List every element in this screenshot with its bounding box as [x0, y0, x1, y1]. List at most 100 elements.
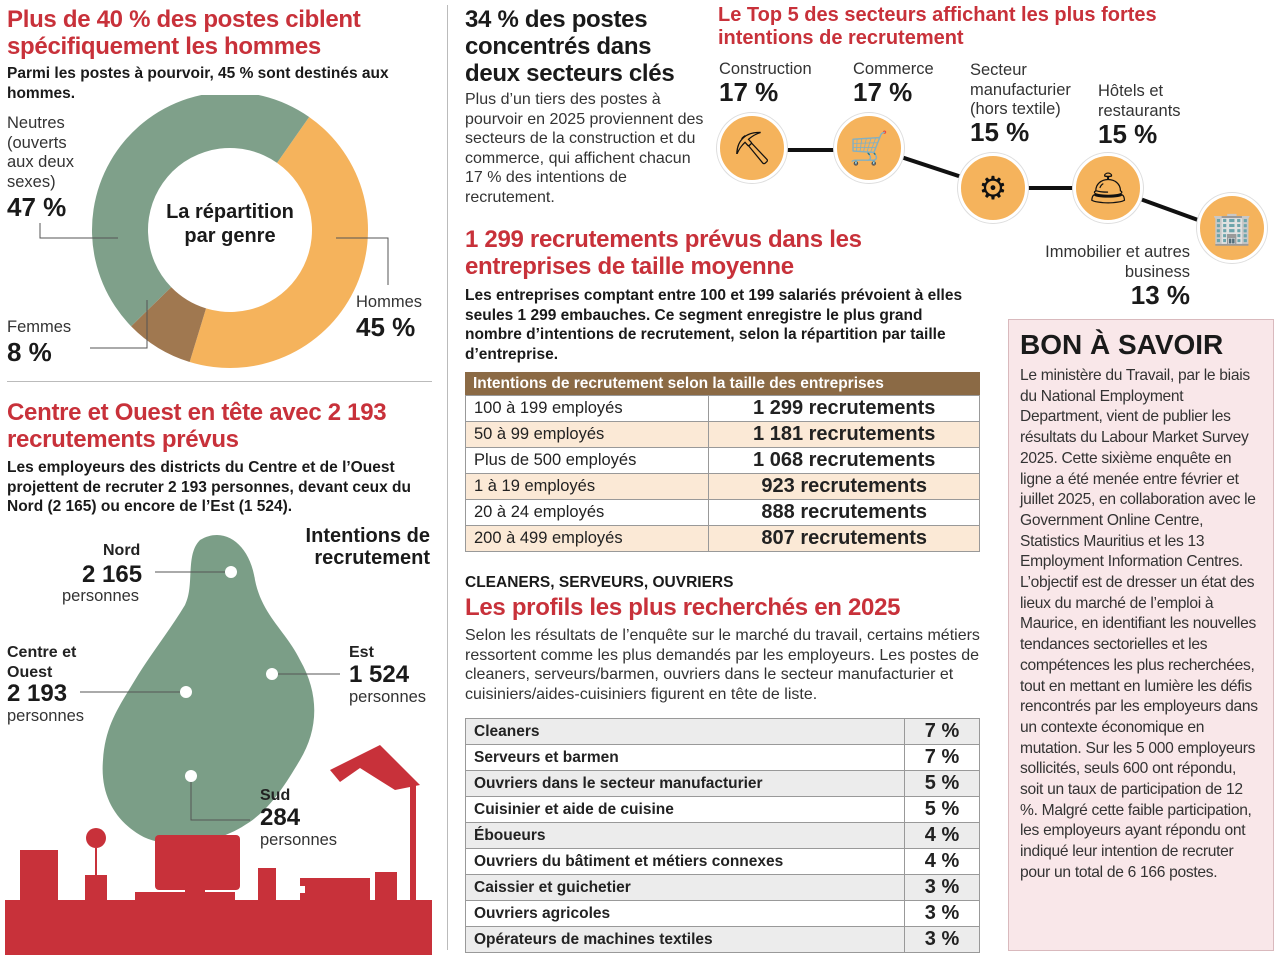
job-cell: Serveurs et barmen [465, 744, 905, 771]
size-table-row: 20 à 24 employés 888 recrutements [464, 499, 980, 526]
job-pct: 4 % [904, 848, 980, 875]
top5-title: Le Top 5 des secteurs affichant les plus… [718, 4, 1157, 49]
map-title: Intentions de recrutement [305, 525, 430, 569]
job-cell: Éboueurs [465, 822, 905, 849]
job-pct: 3 % [904, 926, 980, 953]
regions-lead: Les employeurs des districts du Centre e… [7, 459, 411, 515]
regions-title: Centre et Ouest en tête avec 2 193 recru… [7, 399, 387, 453]
desk-illustration [5, 745, 432, 955]
island-shape [102, 534, 315, 844]
recruitment-count: 1 299 recrutements [708, 395, 980, 422]
top5-pct-2: 17 % [853, 77, 913, 107]
column-divider [447, 5, 448, 950]
donut-slice-hommes [189, 116, 368, 368]
neutres-label: Neutres (ouverts aux deux sexes) [7, 114, 74, 191]
job-pct: 5 % [904, 770, 980, 797]
top5-pct-1: 17 % [719, 77, 779, 107]
job-pct: 3 % [904, 874, 980, 901]
cloche-icon: 🛎 [1073, 153, 1143, 223]
job-cell: Ouvriers du bâtiment et métiers connexes [465, 848, 905, 875]
size-table-row: Plus de 500 employés 1 068 recrutements [464, 447, 980, 474]
size-cell: 1 à 19 employés [464, 473, 710, 500]
buildings-icon: 🏢 [1197, 193, 1267, 263]
size-cell: 20 à 24 employés [464, 499, 710, 526]
gears-icon: ⚙ [958, 153, 1028, 223]
shopping-cart-icon: 🛒 [834, 113, 904, 183]
profile-table-row: Ouvriers du bâtiment et métiers connexes… [465, 848, 980, 875]
bon-a-savoir-box: BON À SAVOIR Le ministère du Travail, pa… [1008, 319, 1274, 951]
gender-title: Plus de 40 % des postes ciblent spécifiq… [7, 6, 361, 60]
key-sectors-body: Plus d’un tiers des postes à pourvoir en… [465, 91, 704, 206]
job-pct: 7 % [904, 744, 980, 771]
mauritius-map [5, 534, 432, 955]
donut-slice-femmes [131, 287, 207, 362]
recruitment-count: 888 recrutements [708, 499, 980, 526]
centre-unit: personnes [7, 707, 85, 725]
size-table-row: 100 à 199 employés 1 299 recrutements [464, 395, 980, 422]
femmes-pct: 8 % [7, 337, 52, 367]
profiles-title: Les profils les plus recherchés en 2025 [465, 594, 901, 621]
job-cell: Caissier et guichetier [465, 874, 905, 901]
recruitment-count: 807 recrutements [708, 525, 980, 552]
nord-name: Nord [103, 542, 141, 559]
centre-name: Centre et Ouest [7, 644, 77, 681]
job-cell: Cuisinier et aide de cuisine [465, 796, 905, 823]
sud-value: 284 [260, 804, 301, 831]
gender-donut-chart [39, 95, 389, 368]
neutres-pct: 47 % [7, 192, 67, 222]
femmes-label: Femmes [7, 318, 72, 336]
size-table-row: 200 à 499 employés 807 recrutements [464, 525, 980, 552]
sud-unit: personnes [260, 831, 338, 849]
top5-pct-3: 15 % [970, 117, 1030, 147]
donut-center-label: La répartition par genre [166, 201, 294, 247]
profile-table-row: Serveurs et barmen 7 % [465, 744, 980, 771]
job-cell: Opérateurs de machines textiles [465, 926, 905, 953]
recruitment-count: 923 recrutements [708, 473, 980, 500]
size-cell: 200 à 499 employés [464, 525, 710, 552]
donut-slice-neutres [91, 95, 310, 327]
size-cell: 100 à 199 employés [464, 395, 710, 422]
job-pct: 3 % [904, 900, 980, 927]
profile-table-row: Ouvriers agricoles 3 % [465, 900, 980, 927]
top5-label-5: Immobilier et autres business [1045, 243, 1190, 281]
profiles-kicker: CLEANERS, SERVEURS, OUVRIERS [465, 574, 734, 591]
profiles-table: Cleaners 7 % Serveurs et barmen 7 % Ouvriers… [465, 718, 980, 953]
size-cell: Plus de 500 employés [464, 447, 710, 474]
job-pct: 5 % [904, 796, 980, 823]
recruitment-count: 1 181 recrutements [708, 421, 980, 448]
hommes-label: Hommes [356, 293, 423, 311]
sud-name: Sud [260, 787, 291, 804]
profile-table-row: Opérateurs de machines textiles 3 % [465, 926, 980, 953]
top5-label-2: Commerce [853, 60, 934, 78]
size-title: 1 299 recrutements prévus dans les entre… [465, 226, 862, 280]
size-lead: Les entreprises comptant entre 100 et 19… [465, 287, 963, 363]
excavator-icon: ⛏ [717, 113, 787, 183]
top5-label-1: Construction [719, 60, 812, 78]
size-table-row: 50 à 99 employés 1 181 recrutements [464, 421, 980, 448]
profile-table-row: Caissier et guichetier 3 % [465, 874, 980, 901]
est-name: Est [349, 644, 374, 661]
divider [7, 381, 432, 382]
top5-label-4: Hôtels et restaurants [1098, 82, 1181, 120]
size-table: 100 à 199 employés 1 299 recrutements 50 à… [464, 395, 980, 552]
top5-pct-5: 13 % [1130, 280, 1190, 310]
profile-table-row: Cleaners 7 % [465, 718, 980, 745]
top5-pct-4: 15 % [1098, 119, 1158, 149]
nord-value: 2 165 [82, 561, 143, 588]
job-cell: Cleaners [465, 718, 905, 745]
est-value: 1 524 [349, 661, 410, 688]
gender-lead: Parmi les postes à pourvoir, 45 % sont d… [7, 65, 389, 102]
top5-label-3: Secteur manufacturier (hors textile) [970, 61, 1071, 118]
est-unit: personnes [349, 688, 427, 706]
job-cell: Ouvriers dans le secteur manufacturier [465, 770, 905, 797]
hommes-pct: 45 % [356, 312, 416, 342]
bon-title: BON À SAVOIR [1020, 329, 1224, 360]
profiles-body: Selon les résultats de l’enquête sur le … [465, 627, 980, 703]
job-pct: 4 % [904, 822, 980, 849]
size-cell: 50 à 99 employés [464, 421, 710, 448]
centre-value: 2 193 [7, 680, 68, 707]
size-table-header: Intentions de recrutement selon la taill… [465, 372, 980, 395]
job-cell: Ouvriers agricoles [465, 900, 905, 927]
key-sectors-title: 34 % des postes concentrés dans deux sec… [465, 6, 675, 87]
recruitment-count: 1 068 recrutements [708, 447, 980, 474]
